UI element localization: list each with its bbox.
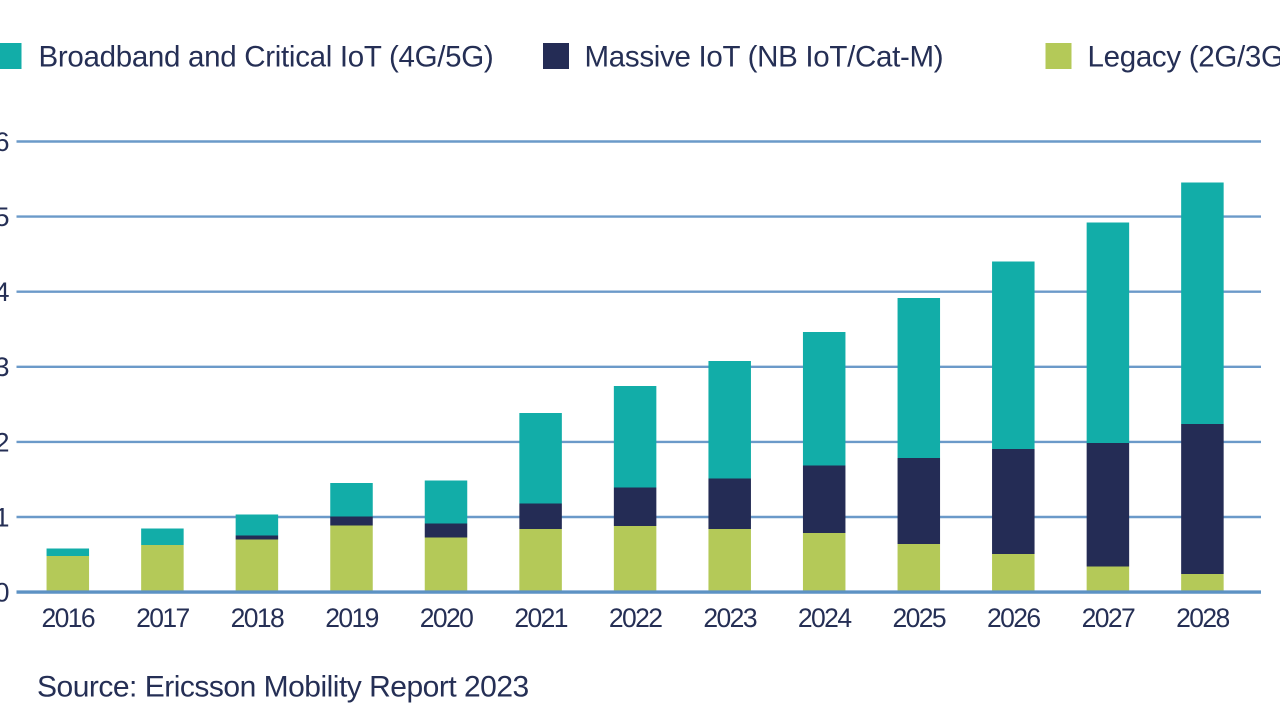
svg-text:2024: 2024 xyxy=(798,603,851,633)
svg-text:2023: 2023 xyxy=(703,603,756,633)
svg-text:2022: 2022 xyxy=(609,603,662,633)
svg-text:2021: 2021 xyxy=(514,603,567,633)
svg-text:2019: 2019 xyxy=(325,603,378,633)
svg-text:1: 1 xyxy=(0,502,10,532)
svg-text:2026: 2026 xyxy=(987,603,1040,633)
svg-text:5: 5 xyxy=(0,202,10,232)
svg-text:3: 3 xyxy=(0,352,10,382)
svg-text:Legacy (2G/3G): Legacy (2G/3G) xyxy=(1088,41,1280,74)
svg-text:2017: 2017 xyxy=(136,603,189,633)
svg-text:2018: 2018 xyxy=(231,603,284,633)
svg-text:2: 2 xyxy=(0,427,10,457)
svg-text:Broadband and Critical IoT (4G: Broadband and Critical IoT (4G/5G) xyxy=(39,41,494,74)
svg-text:Massive IoT (NB IoT/Cat-M): Massive IoT (NB IoT/Cat-M) xyxy=(585,41,944,74)
svg-text:Source: Ericsson Mobility Repo: Source: Ericsson Mobility Report 2023 xyxy=(37,671,529,704)
svg-text:2028: 2028 xyxy=(1176,603,1229,633)
svg-text:0: 0 xyxy=(0,578,10,608)
svg-text:6: 6 xyxy=(0,127,10,157)
svg-text:2016: 2016 xyxy=(42,603,95,633)
svg-text:2025: 2025 xyxy=(893,603,946,633)
svg-text:2020: 2020 xyxy=(420,603,473,633)
svg-text:4: 4 xyxy=(0,277,10,307)
svg-text:2027: 2027 xyxy=(1082,603,1135,633)
